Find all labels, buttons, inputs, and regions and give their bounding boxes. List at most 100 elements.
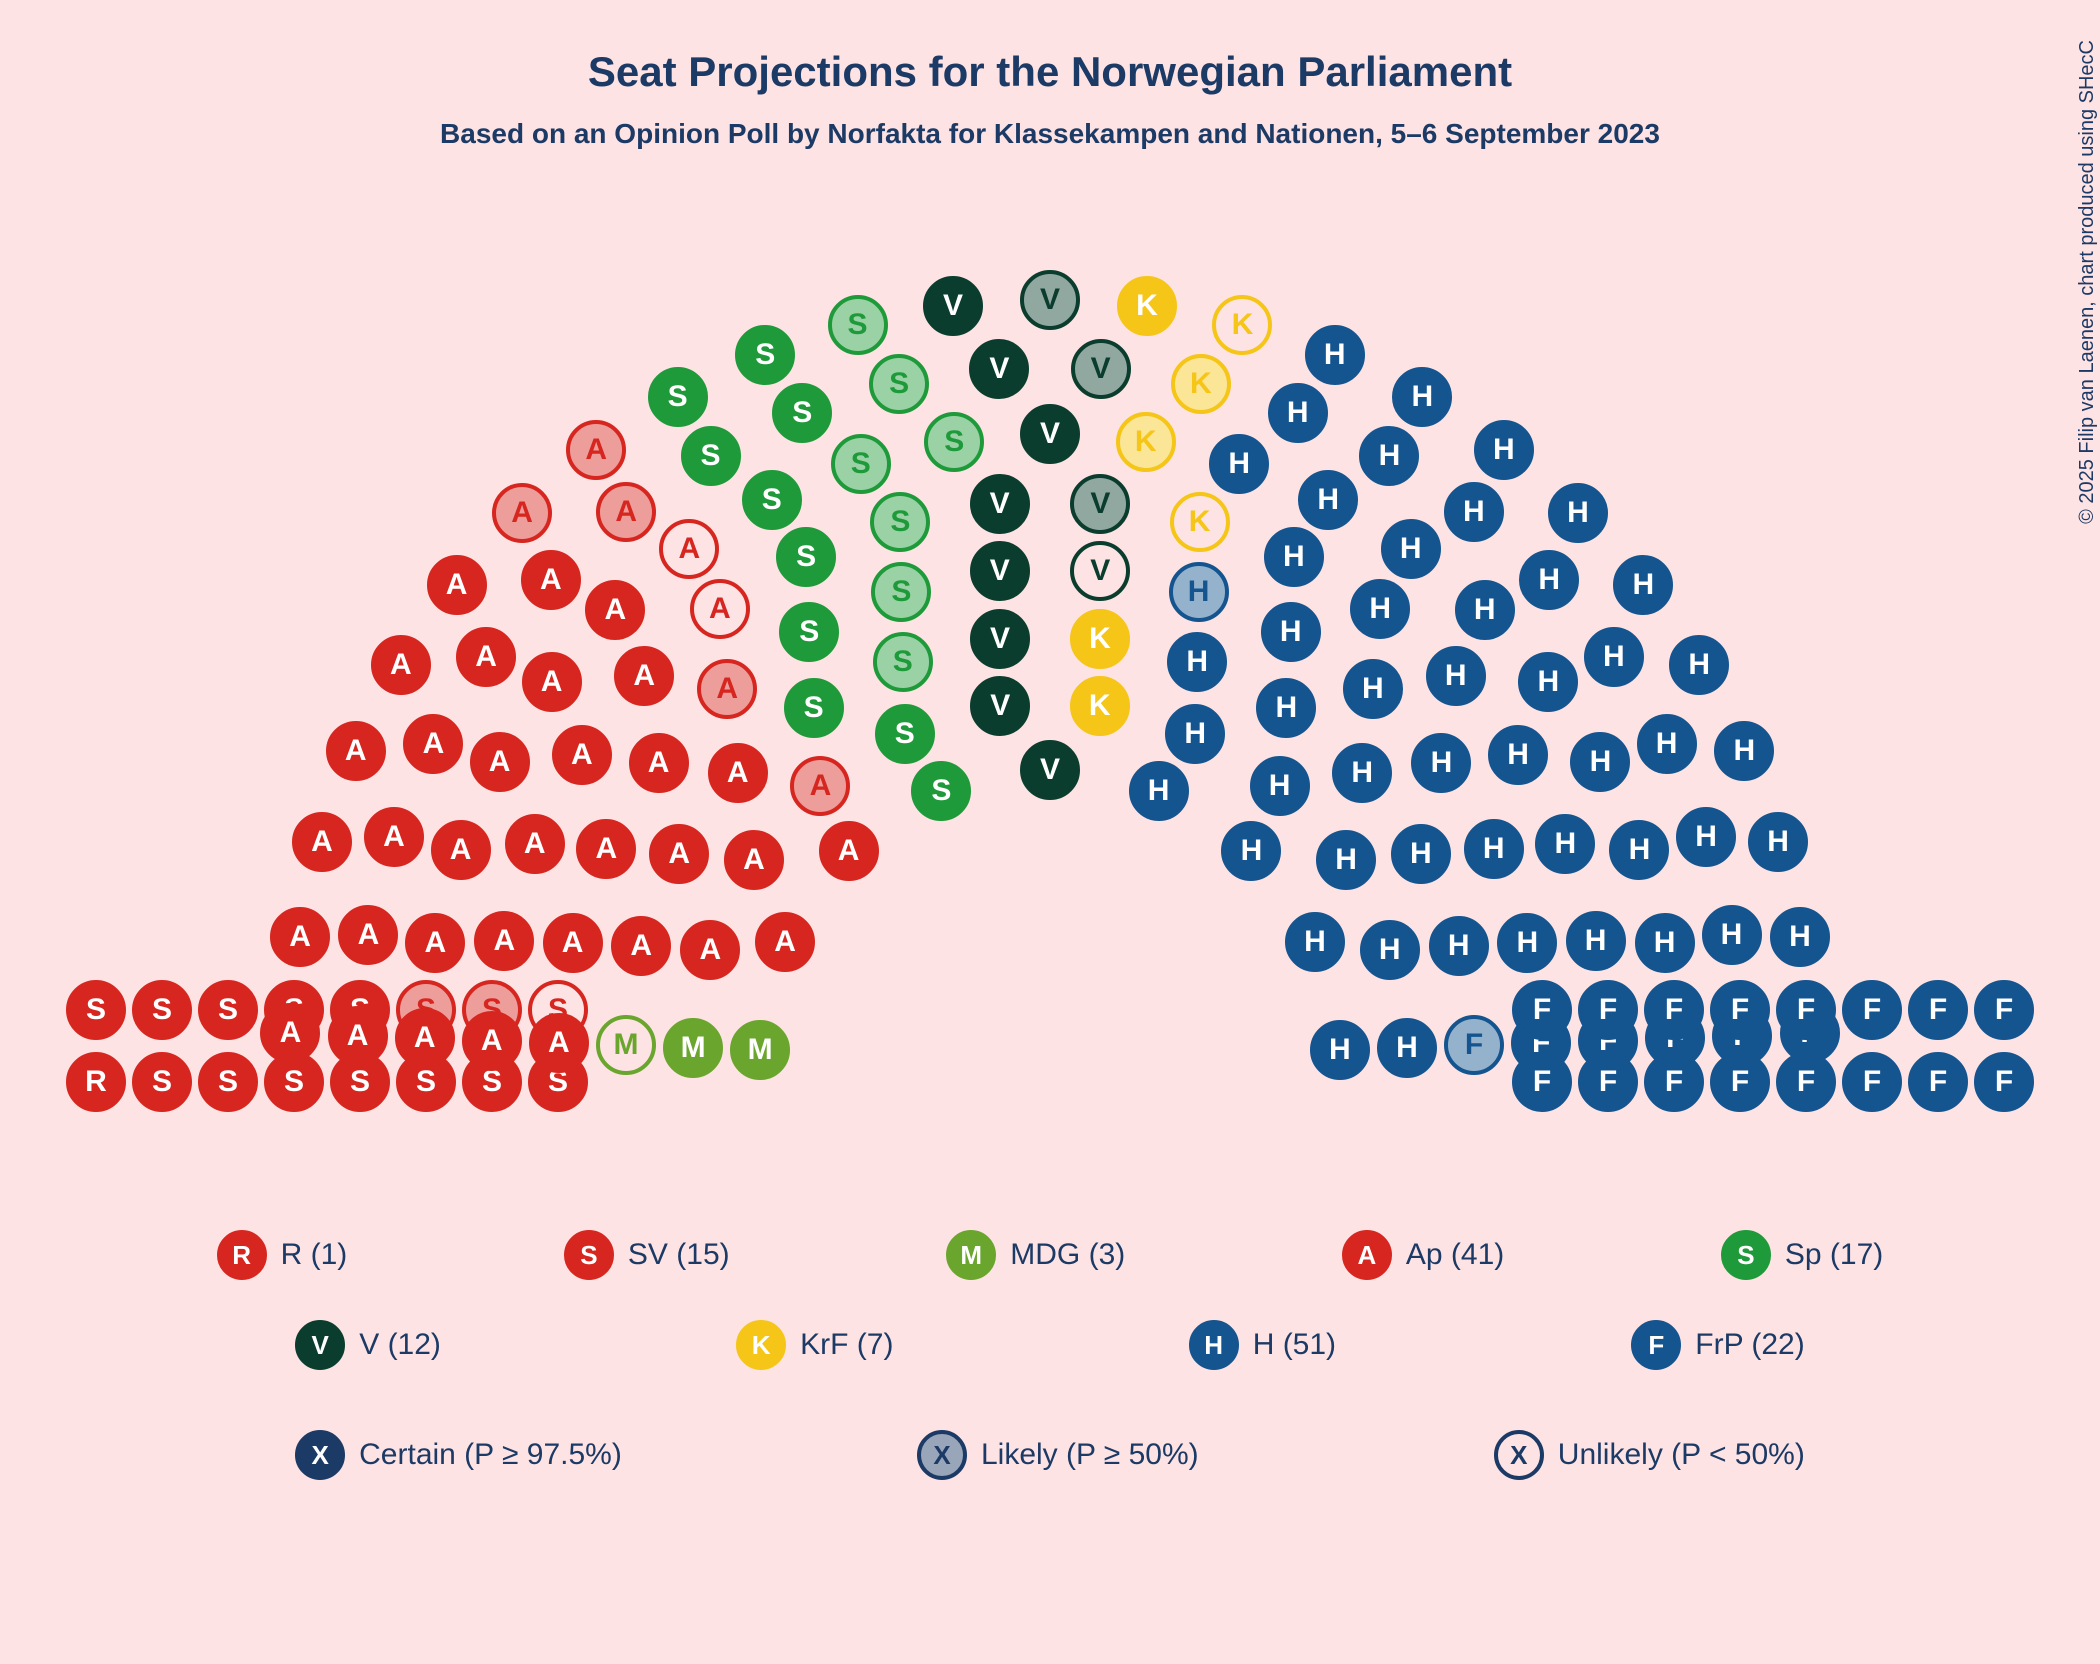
seat-Ap: A <box>566 420 626 480</box>
seat-H: H <box>1474 420 1534 480</box>
seat-Ap: A <box>690 579 750 639</box>
seat-Ap: A <box>405 913 465 973</box>
seat-R: R <box>66 1052 126 1112</box>
legend-dot: F <box>1631 1320 1681 1370</box>
seat-H: H <box>1455 580 1515 640</box>
seat-KrF: K <box>1117 276 1177 336</box>
seat-Sp: S <box>828 295 888 355</box>
seat-H: H <box>1250 756 1310 816</box>
seat-V: V <box>1020 270 1080 330</box>
seat-KrF: K <box>1170 492 1230 552</box>
seat-H: H <box>1488 725 1548 785</box>
seat-Ap: A <box>529 1013 589 1073</box>
seat-SV: S <box>132 980 192 1040</box>
seat-FrP: F <box>1974 980 2034 1040</box>
seat-KrF: K <box>1171 354 1231 414</box>
legend-dot: R <box>217 1230 267 1280</box>
legend-dot: H <box>1189 1320 1239 1370</box>
seat-V: V <box>1020 404 1080 464</box>
legend-dot: K <box>736 1320 786 1370</box>
seat-Ap: A <box>614 646 674 706</box>
seat-H: H <box>1343 659 1403 719</box>
seat-Sp: S <box>924 412 984 472</box>
legend-dot: S <box>1721 1230 1771 1280</box>
seat-V: V <box>1070 474 1130 534</box>
seat-FrP: F <box>1444 1015 1504 1075</box>
legend-item-H: HH (51) <box>1189 1320 1336 1370</box>
seat-V: V <box>970 541 1030 601</box>
legend-item-KrF: KKrF (7) <box>736 1320 893 1370</box>
seat-FrP: F <box>1578 1052 1638 1112</box>
seat-H: H <box>1268 383 1328 443</box>
seat-V: V <box>1071 339 1131 399</box>
seat-H: H <box>1167 632 1227 692</box>
seat-KrF: K <box>1212 295 1272 355</box>
seat-Ap: A <box>462 1011 522 1071</box>
legend-dot: V <box>295 1320 345 1370</box>
seat-Ap: A <box>680 920 740 980</box>
seat-FrP: F <box>1842 980 1902 1040</box>
seat-H: H <box>1535 814 1595 874</box>
legend-label: FrP (22) <box>1695 1328 1804 1362</box>
seat-FrP: F <box>1842 1052 1902 1112</box>
legend-dot: X <box>917 1430 967 1480</box>
seat-H: H <box>1770 907 1830 967</box>
seat-FrP: F <box>1974 1052 2034 1112</box>
seat-SV: S <box>198 980 258 1040</box>
seat-H: H <box>1613 555 1673 615</box>
seat-FrP: F <box>1644 1052 1704 1112</box>
seat-FrP: F <box>1512 1052 1572 1112</box>
legend-item-Ap: A Ap (41) <box>1342 1230 1504 1280</box>
seat-Sp: S <box>875 704 935 764</box>
seat-FrP: F <box>1776 1052 1836 1112</box>
seat-MDG: M <box>663 1018 723 1078</box>
legend-label: Ap (41) <box>1406 1238 1504 1272</box>
legend-row: VV (12) KKrF (7) HH (51) F FrP (22) <box>0 1320 2100 1370</box>
legend-item-Sp: SSp (17) <box>1721 1230 1883 1280</box>
seat-H: H <box>1305 325 1365 385</box>
seat-Ap: A <box>492 483 552 543</box>
seat-H: H <box>1637 714 1697 774</box>
seat-FrP: F <box>1776 980 1836 1040</box>
seat-Ap: A <box>611 916 671 976</box>
seat-Sp: S <box>784 678 844 738</box>
seat-Sp: S <box>870 492 930 552</box>
legend-state-unlikely: XUnlikely (P < 50%) <box>1494 1430 1805 1480</box>
legend-dot: S <box>564 1230 614 1280</box>
seat-Ap: A <box>521 550 581 610</box>
chart-title: Seat Projections for the Norwegian Parli… <box>0 48 2100 96</box>
legend-item-V: VV (12) <box>295 1320 441 1370</box>
seat-H: H <box>1519 550 1579 610</box>
seat-Ap: A <box>260 1003 320 1063</box>
seat-H: H <box>1518 652 1578 712</box>
legend-item-MDG: MMDG (3) <box>946 1230 1125 1280</box>
seat-Ap: A <box>697 659 757 719</box>
seat-H: H <box>1285 912 1345 972</box>
seat-H: H <box>1497 913 1557 973</box>
seat-Ap: A <box>427 555 487 615</box>
seat-Ap: A <box>470 732 530 792</box>
seat-H: H <box>1129 761 1189 821</box>
seat-Ap: A <box>474 911 534 971</box>
chart-credit: © 2025 Filip van Laenen, chart produced … <box>2076 40 2099 524</box>
legend-label: MDG (3) <box>1010 1238 1125 1272</box>
seat-KrF: K <box>1070 609 1130 669</box>
seat-Ap: A <box>755 912 815 972</box>
seat-H: H <box>1310 1020 1370 1080</box>
legend-dot: A <box>1342 1230 1392 1280</box>
seat-H: H <box>1702 905 1762 965</box>
seat-Ap: A <box>596 482 656 542</box>
seat-H: H <box>1548 483 1608 543</box>
seat-V: V <box>970 676 1030 736</box>
seat-H: H <box>1669 635 1729 695</box>
seat-H: H <box>1676 807 1736 867</box>
seat-H: H <box>1221 821 1281 881</box>
legend-state-certain: XCertain (P ≥ 97.5%) <box>295 1430 622 1480</box>
seat-V: V <box>1020 740 1080 800</box>
legend-item-FrP: F FrP (22) <box>1631 1320 1804 1370</box>
legend-item-R: RR (1) <box>217 1230 348 1280</box>
seat-H: H <box>1635 913 1695 973</box>
seat-Sp: S <box>681 426 741 486</box>
legend-label: Certain (P ≥ 97.5%) <box>359 1438 622 1472</box>
legend-label: SV (15) <box>628 1238 730 1272</box>
